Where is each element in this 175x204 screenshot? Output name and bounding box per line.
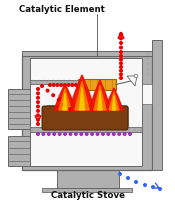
Circle shape bbox=[67, 84, 70, 87]
Circle shape bbox=[120, 55, 122, 58]
Bar bbox=[22, 57, 152, 170]
Bar bbox=[30, 81, 90, 85]
Circle shape bbox=[127, 177, 129, 180]
Circle shape bbox=[37, 133, 39, 136]
Circle shape bbox=[129, 133, 131, 136]
Circle shape bbox=[37, 123, 39, 126]
Bar bbox=[142, 85, 152, 104]
Circle shape bbox=[123, 133, 126, 136]
Circle shape bbox=[118, 133, 120, 136]
Circle shape bbox=[37, 88, 39, 91]
Circle shape bbox=[52, 84, 55, 87]
Circle shape bbox=[42, 133, 45, 136]
Polygon shape bbox=[127, 77, 137, 86]
Circle shape bbox=[48, 133, 50, 136]
Circle shape bbox=[102, 133, 104, 136]
Circle shape bbox=[85, 133, 88, 136]
Circle shape bbox=[75, 84, 77, 87]
Circle shape bbox=[46, 90, 49, 92]
Circle shape bbox=[147, 63, 149, 66]
Circle shape bbox=[80, 133, 83, 136]
Circle shape bbox=[37, 114, 39, 117]
Polygon shape bbox=[75, 82, 89, 110]
Polygon shape bbox=[94, 86, 106, 110]
Text: Catalytic Element: Catalytic Element bbox=[19, 4, 105, 13]
Circle shape bbox=[37, 119, 39, 121]
Circle shape bbox=[144, 184, 146, 186]
Circle shape bbox=[120, 74, 122, 76]
Circle shape bbox=[41, 85, 43, 88]
Circle shape bbox=[91, 133, 93, 136]
Circle shape bbox=[152, 186, 154, 188]
Circle shape bbox=[120, 77, 122, 80]
Circle shape bbox=[37, 101, 39, 104]
Circle shape bbox=[120, 42, 122, 45]
FancyBboxPatch shape bbox=[46, 106, 128, 128]
Circle shape bbox=[37, 97, 39, 100]
Circle shape bbox=[64, 133, 66, 136]
Circle shape bbox=[159, 188, 161, 190]
Polygon shape bbox=[63, 94, 67, 110]
Text: Catalytic Stove: Catalytic Stove bbox=[51, 191, 125, 200]
Circle shape bbox=[64, 84, 66, 87]
Bar bbox=[30, 127, 142, 132]
Circle shape bbox=[120, 51, 122, 54]
Bar bbox=[8, 90, 30, 129]
Circle shape bbox=[71, 84, 74, 87]
Polygon shape bbox=[105, 89, 123, 110]
Polygon shape bbox=[54, 85, 76, 110]
Circle shape bbox=[107, 133, 110, 136]
Polygon shape bbox=[109, 92, 119, 110]
Circle shape bbox=[120, 47, 122, 50]
Circle shape bbox=[69, 108, 71, 111]
Circle shape bbox=[58, 99, 60, 102]
Bar bbox=[78, 80, 116, 91]
Circle shape bbox=[60, 84, 62, 87]
Circle shape bbox=[69, 133, 72, 136]
Bar bbox=[8, 136, 30, 166]
Circle shape bbox=[120, 59, 122, 62]
Circle shape bbox=[63, 104, 66, 106]
Circle shape bbox=[37, 110, 39, 113]
Circle shape bbox=[75, 133, 77, 136]
Circle shape bbox=[120, 70, 122, 73]
Circle shape bbox=[56, 84, 59, 87]
Circle shape bbox=[97, 97, 100, 100]
Bar bbox=[152, 41, 162, 170]
FancyBboxPatch shape bbox=[42, 106, 128, 130]
Circle shape bbox=[147, 58, 149, 61]
Polygon shape bbox=[69, 76, 95, 110]
Circle shape bbox=[134, 75, 138, 78]
Circle shape bbox=[147, 73, 149, 76]
Circle shape bbox=[147, 68, 149, 71]
Circle shape bbox=[120, 38, 122, 41]
Circle shape bbox=[120, 63, 122, 65]
Circle shape bbox=[53, 133, 55, 136]
Circle shape bbox=[147, 53, 149, 56]
Circle shape bbox=[49, 84, 51, 87]
Bar bbox=[57, 170, 119, 188]
Polygon shape bbox=[112, 96, 116, 110]
Circle shape bbox=[58, 133, 61, 136]
Polygon shape bbox=[79, 88, 85, 110]
Circle shape bbox=[113, 133, 115, 136]
Polygon shape bbox=[98, 91, 102, 110]
Circle shape bbox=[37, 106, 39, 108]
Circle shape bbox=[37, 93, 39, 95]
Circle shape bbox=[96, 133, 99, 136]
Circle shape bbox=[119, 173, 121, 175]
Circle shape bbox=[52, 94, 54, 97]
Circle shape bbox=[135, 181, 137, 183]
Bar bbox=[42, 188, 132, 192]
Polygon shape bbox=[59, 89, 71, 110]
Polygon shape bbox=[89, 81, 111, 110]
Circle shape bbox=[120, 33, 122, 36]
Bar bbox=[30, 59, 142, 166]
Circle shape bbox=[120, 66, 122, 69]
Bar bbox=[22, 52, 152, 57]
